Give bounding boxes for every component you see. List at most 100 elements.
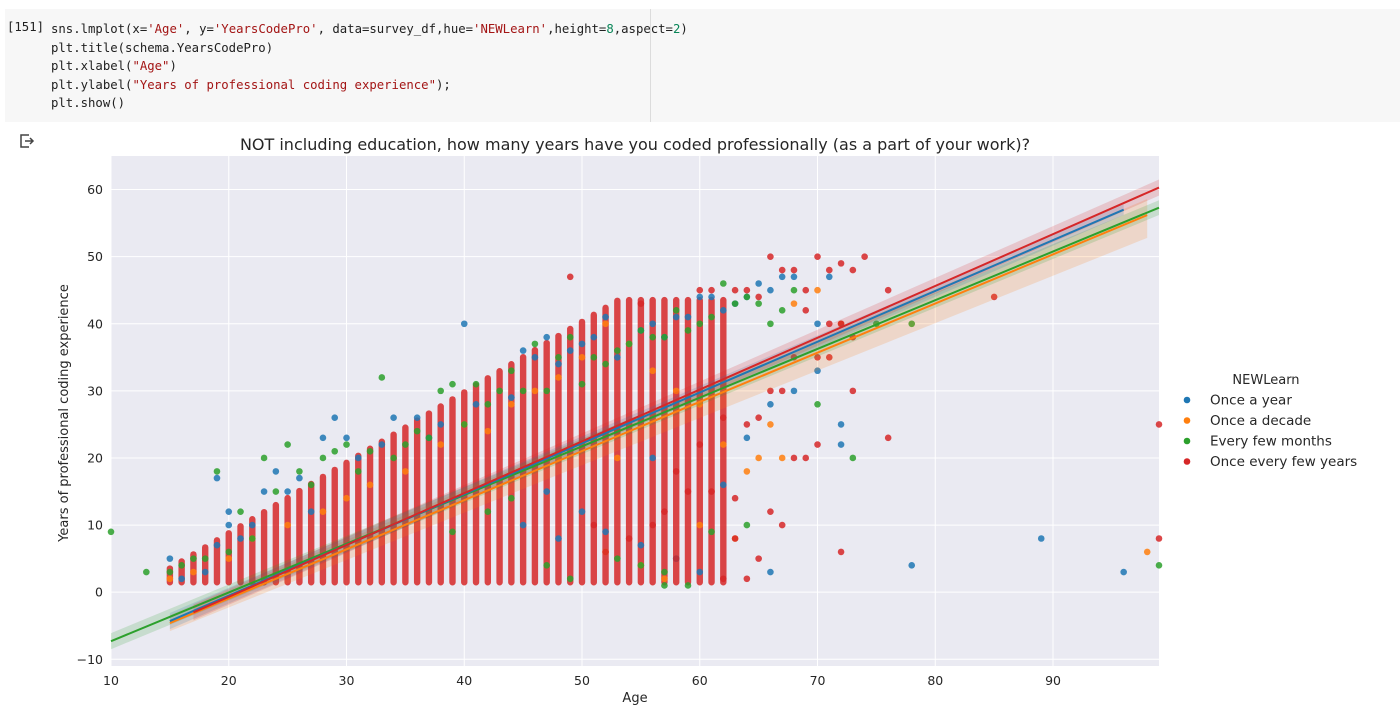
scatter-point [437, 421, 445, 428]
scatter-point [802, 286, 810, 294]
scatter-point [767, 253, 774, 260]
scatter-point [802, 307, 810, 314]
scatter-point [649, 333, 656, 341]
scatter-point [331, 414, 339, 422]
legend-marker [1183, 417, 1191, 424]
scatter-point [237, 535, 244, 542]
scatter-point [213, 474, 221, 482]
scatter-point [1155, 562, 1163, 569]
scatter-point [625, 340, 633, 348]
code-token: plt.ylabel( [51, 77, 133, 92]
scatter-point [767, 387, 774, 395]
legend-entry: Every few months [1210, 434, 1332, 450]
code-editor[interactable]: sns.lmplot(x='Age', y='YearsCodePro', da… [51, 20, 688, 113]
scatter-point [720, 280, 727, 287]
scatter-point [814, 286, 821, 294]
scatter-point [543, 333, 550, 341]
scatter-point [661, 575, 668, 583]
scatter-point [790, 273, 798, 281]
scatter-point [249, 521, 256, 529]
scatter-point [496, 387, 503, 395]
scatter-point [837, 441, 845, 448]
scatter-point [672, 387, 680, 395]
code-line: plt.title(schema.YearsCodePro) [51, 39, 688, 58]
scatter-point [225, 555, 233, 562]
y-axis-label: Years of professional coding experience [57, 284, 72, 543]
scatter-point [684, 313, 692, 321]
scatter-point [413, 414, 421, 422]
scatter-point [402, 468, 409, 475]
scatter-point [166, 575, 174, 583]
scatter-point [590, 333, 598, 341]
dense-point-column [237, 523, 244, 586]
scatter-point [213, 541, 221, 549]
output-redirect-icon[interactable] [18, 132, 36, 150]
y-tick-label: 60 [87, 182, 103, 197]
scatter-point [307, 508, 315, 515]
scatter-point [661, 333, 668, 341]
dense-point-column [637, 296, 645, 586]
scatter-point [861, 253, 868, 260]
scatter-point [307, 481, 315, 489]
dense-point-column [366, 445, 374, 586]
scatter-point [637, 327, 645, 334]
scatter-point [484, 508, 492, 515]
scatter-point [331, 447, 339, 455]
scatter-point [555, 360, 562, 368]
dense-point-column [249, 516, 256, 586]
scatter-point [272, 488, 280, 495]
code-token: , data=survey_df,hue= [317, 22, 474, 36]
scatter-point [708, 528, 715, 536]
scatter-point [284, 521, 291, 529]
scatter-point [778, 521, 786, 529]
scatter-point [296, 474, 303, 482]
scatter-point [284, 441, 291, 448]
scatter-point [178, 575, 185, 583]
scatter-point [672, 555, 680, 562]
scatter-point [755, 454, 762, 462]
legend-entry: Once a decade [1210, 413, 1311, 429]
scatter-point [814, 320, 821, 328]
code-token: ); [435, 77, 451, 92]
scatter-point [649, 454, 656, 462]
scatter-point [508, 394, 515, 401]
dense-point-column [413, 417, 421, 586]
scatter-point [755, 280, 762, 287]
scatter-point [672, 468, 680, 475]
scatter-point [696, 293, 704, 301]
scatter-point [178, 562, 185, 569]
code-token: ,aspect= [613, 22, 673, 36]
code-token: 2 [672, 22, 681, 36]
scatter-point [649, 320, 656, 328]
scatter-point [778, 454, 786, 462]
code-token: , y= [184, 22, 214, 36]
scatter-point [637, 562, 645, 569]
y-tick-label: 50 [87, 249, 103, 264]
legend-entry: Once every few years [1210, 454, 1357, 470]
code-token: sns.lmplot(x= [51, 22, 148, 36]
series-points [107, 280, 1163, 589]
scatter-point [708, 293, 715, 301]
code-token: ) [680, 22, 688, 36]
scatter-point [767, 421, 774, 428]
scatter-point [201, 568, 209, 576]
scatter-point [566, 575, 574, 583]
dense-point-column [472, 382, 480, 586]
legend-entry: Once a year [1210, 393, 1292, 409]
scatter-point [743, 421, 751, 428]
scatter-point [354, 468, 362, 475]
scatter-point [543, 387, 550, 395]
dense-point-column [378, 438, 386, 586]
scatter-point [743, 521, 751, 529]
scatter-point [602, 528, 609, 536]
code-cell[interactable] [5, 9, 1400, 122]
y-tick-label: 40 [87, 316, 103, 331]
dense-point-column [331, 466, 338, 586]
scatter-point [649, 521, 656, 529]
scatter-point [166, 568, 174, 576]
scatter-point [449, 380, 456, 388]
scatter-point [519, 521, 527, 529]
scatter-point [390, 414, 397, 422]
scatter-point [708, 286, 715, 294]
